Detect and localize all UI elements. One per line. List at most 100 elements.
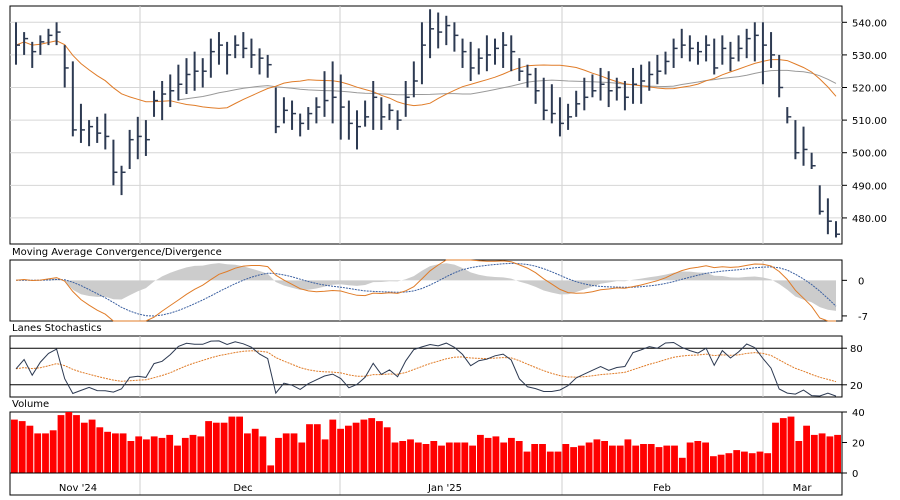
ohlc-bar bbox=[745, 28, 751, 59]
volume-bar bbox=[663, 445, 671, 473]
volume-bar bbox=[290, 433, 298, 473]
ohlc-bar bbox=[339, 74, 345, 140]
volume-bar bbox=[119, 433, 127, 473]
ohlc-bar bbox=[510, 35, 516, 72]
ohlc-bar bbox=[615, 77, 621, 101]
ohlc-bar bbox=[193, 51, 199, 91]
ohlc-bar bbox=[737, 35, 743, 62]
ohlc-bar bbox=[778, 54, 784, 98]
volume-bar bbox=[741, 451, 748, 473]
price-tick-label: 490.00 bbox=[852, 181, 887, 192]
ohlc-bar bbox=[502, 32, 508, 68]
ohlc-bar bbox=[632, 67, 638, 104]
ohlc-bar bbox=[485, 35, 491, 72]
ohlc-bar bbox=[47, 28, 53, 46]
volume-bar bbox=[779, 418, 787, 473]
volume-bar bbox=[112, 433, 119, 473]
volume-bar bbox=[702, 442, 709, 473]
ohlc-bar bbox=[88, 120, 94, 147]
ohlc-bar bbox=[15, 22, 20, 65]
ohlc-bar bbox=[185, 58, 191, 95]
volume-bar bbox=[143, 439, 150, 473]
ohlc-bar bbox=[307, 107, 313, 130]
ohlc-bar bbox=[591, 74, 597, 98]
volume-bar bbox=[259, 436, 267, 473]
volume-bar bbox=[352, 422, 360, 473]
ohlc-bar bbox=[274, 87, 280, 134]
ohlc-bar bbox=[445, 15, 451, 46]
stochastics-d-line bbox=[15, 350, 837, 383]
ohlc-bar bbox=[729, 41, 735, 72]
ohlc-bar bbox=[112, 139, 118, 186]
ohlc-bar bbox=[550, 84, 556, 124]
volume-tick-label: 20 bbox=[852, 439, 865, 450]
volume-bar bbox=[313, 424, 321, 473]
ohlc-bar bbox=[177, 64, 183, 101]
volume-bar bbox=[438, 445, 445, 473]
volume-bar bbox=[453, 442, 461, 473]
volume-bar bbox=[725, 453, 733, 473]
ohlc-bar bbox=[120, 165, 126, 196]
volume-bar bbox=[546, 451, 554, 473]
ohlc-bar bbox=[234, 35, 240, 59]
volume-bar bbox=[42, 433, 49, 473]
ohlc-bar bbox=[79, 103, 85, 143]
stochastics-tick-label: 80 bbox=[850, 344, 863, 355]
volume-bar bbox=[236, 416, 243, 473]
ohlc-bar bbox=[494, 38, 500, 65]
volume-bar bbox=[360, 419, 368, 473]
ohlc-bar bbox=[388, 103, 394, 121]
macd-panel-frame bbox=[9, 259, 843, 322]
ohlc-bar bbox=[429, 9, 435, 59]
volume-bar bbox=[609, 445, 616, 473]
volume-bar bbox=[748, 453, 756, 473]
ohlc-bar bbox=[201, 58, 207, 88]
volume-bar bbox=[632, 445, 640, 473]
ohlc-bar bbox=[721, 35, 727, 65]
volume-bar bbox=[826, 436, 834, 473]
volume-bar bbox=[104, 431, 111, 473]
ohlc-bar bbox=[753, 22, 759, 62]
volume-bar bbox=[508, 437, 515, 473]
volume-bar bbox=[539, 444, 546, 473]
ohlc-bar bbox=[623, 80, 629, 111]
price-tick-label: 480.00 bbox=[852, 214, 887, 225]
stochastics-k-line bbox=[15, 340, 837, 397]
ohlc-bar bbox=[169, 74, 175, 108]
ohlc-bar bbox=[153, 90, 159, 117]
volume-bar bbox=[834, 434, 841, 473]
ohlc-bar bbox=[104, 113, 110, 150]
ohlc-bar bbox=[299, 113, 305, 137]
ohlc-bar bbox=[282, 97, 288, 124]
volume-bar bbox=[368, 418, 376, 473]
macd-tick-label: 0 bbox=[858, 276, 864, 287]
ohlc-bar bbox=[315, 97, 321, 124]
volume-bar bbox=[477, 434, 484, 473]
ohlc-bar bbox=[558, 97, 564, 137]
x-axis-labels: Nov '24 Dec Jan '25 Feb Mar bbox=[59, 483, 812, 494]
volume-bar bbox=[430, 441, 438, 473]
volume-bar bbox=[337, 428, 344, 473]
ohlc-bar bbox=[696, 41, 702, 65]
ohlc-bar bbox=[770, 32, 776, 68]
volume-bar bbox=[500, 442, 508, 473]
ohlc-bar bbox=[242, 32, 248, 59]
ohlc-bar bbox=[437, 12, 443, 49]
volume-bar bbox=[57, 415, 65, 473]
ohlc-bar bbox=[786, 107, 792, 124]
volume-bar bbox=[282, 433, 290, 473]
stochastics-panel-frame bbox=[9, 335, 843, 398]
ohlc-bar bbox=[136, 116, 142, 160]
x-axis-label: Nov '24 bbox=[59, 483, 97, 494]
x-axis-label: Dec bbox=[233, 483, 252, 494]
volume-bar bbox=[73, 415, 80, 473]
volume-bar bbox=[787, 416, 795, 473]
ohlc-bar bbox=[39, 35, 45, 55]
macd-line bbox=[15, 259, 836, 322]
volume-y-tick-labels: 40 20 0 bbox=[842, 408, 865, 480]
volume-bar bbox=[733, 450, 741, 473]
volume-bar bbox=[329, 419, 337, 473]
volume-bar bbox=[616, 445, 624, 473]
volume-bar bbox=[127, 441, 135, 473]
macd-title: Moving Average Convergence/Divergence bbox=[12, 247, 222, 258]
